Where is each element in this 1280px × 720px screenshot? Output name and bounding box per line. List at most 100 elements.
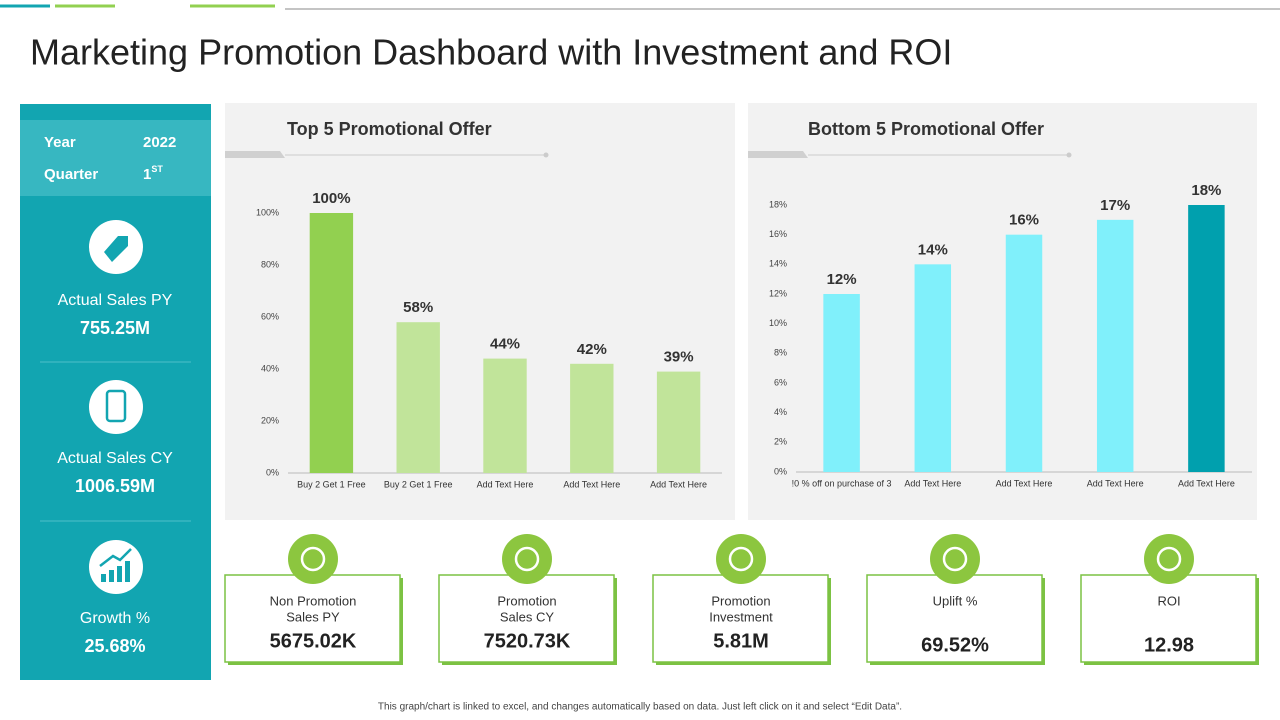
y-tick-label: 20%	[261, 415, 279, 425]
value-label: 42%	[577, 341, 607, 358]
icon	[101, 574, 106, 582]
kpi-icon	[300, 546, 326, 572]
decor	[1066, 152, 1072, 158]
x-tick-label: Add Text Here	[996, 478, 1053, 488]
kpi-value: 69.52%	[921, 634, 989, 656]
kpi-card	[438, 574, 615, 663]
charts: 0% 20% 40% 60% 80% 100% 100% Buy 2 Get 1 Free 58…	[256, 182, 1252, 489]
kpi-label: Sales CY	[500, 609, 555, 624]
kpi-label: ROI	[1157, 593, 1180, 608]
year-label: Year	[44, 134, 76, 151]
y-tick-label: 8%	[774, 348, 787, 358]
page-title: Marketing Promotion Dashboard with Inves…	[30, 32, 952, 73]
kpi-icon	[716, 534, 766, 584]
icon	[89, 380, 143, 434]
kpi-label: Non Promotion	[270, 593, 357, 608]
kpi-label: Promotion	[497, 593, 556, 608]
bar	[483, 358, 527, 473]
x-tick-label: Buy 2 Get 1 Free	[384, 479, 453, 489]
year: 2022	[143, 134, 176, 151]
kpi-value: 7520.73K	[484, 630, 571, 652]
y-tick-label: 80%	[261, 259, 279, 269]
decor	[225, 151, 285, 158]
bar	[1096, 219, 1134, 472]
metric-value: 25.68%	[84, 636, 145, 656]
x-tick-label: !0 % off on purchase of 3	[792, 478, 892, 488]
value-label: 44%	[490, 336, 520, 353]
icon	[125, 561, 130, 582]
kpi-icon	[942, 546, 968, 572]
value-label: 17%	[1100, 197, 1130, 214]
kpi-value: 5.81M	[713, 630, 769, 652]
metric-value: 755.25M	[80, 318, 150, 338]
y-tick-label: 2%	[774, 437, 787, 447]
bar	[570, 363, 614, 473]
y-tick-label: 18%	[769, 199, 787, 209]
quarter-suffix: ST	[151, 164, 163, 174]
bar	[914, 264, 952, 472]
y-tick-label: 12%	[769, 288, 787, 298]
decor	[748, 151, 808, 158]
kpi-icon	[930, 534, 980, 584]
footer-note: This graph/chart is linked to excel, and…	[378, 702, 902, 713]
quarter: 1ST	[143, 164, 163, 183]
chart-title: Top 5 Promotional Offer	[287, 119, 492, 139]
bar	[656, 371, 701, 473]
kpi-label: Investment	[709, 609, 773, 624]
icon	[105, 389, 127, 423]
metric-label: Actual Sales CY	[57, 450, 173, 467]
x-tick-label: Add Text Here	[904, 478, 961, 488]
kpi-icon	[288, 534, 338, 584]
kpi-icon	[514, 546, 540, 572]
y-tick-label: 100%	[256, 207, 279, 217]
kpi-label: Sales PY	[286, 609, 340, 624]
y-tick-label: 0%	[774, 466, 787, 476]
kpi-label: Uplift %	[933, 593, 978, 608]
y-tick-label: 10%	[769, 318, 787, 328]
value-label: 16%	[1009, 212, 1039, 229]
icon	[104, 236, 128, 262]
icon	[99, 548, 132, 567]
value-label: 100%	[312, 190, 350, 207]
y-tick-label: 6%	[774, 377, 787, 387]
y-tick-label: 4%	[774, 407, 787, 417]
kpi-icon	[502, 534, 552, 584]
metric-label: Actual Sales PY	[58, 292, 173, 309]
metric-label: Growth %	[80, 610, 150, 627]
quarter-label: Quarter	[44, 166, 98, 183]
kpi-label: Promotion	[711, 593, 770, 608]
value-label: 39%	[664, 349, 694, 366]
bar	[1005, 234, 1043, 472]
kpi-card	[1080, 574, 1257, 663]
kpi-value: 5675.02K	[270, 630, 357, 652]
kpi-icon	[1144, 534, 1194, 584]
x-tick-label: Add Text Here	[1087, 478, 1144, 488]
kpi-card	[866, 574, 1043, 663]
x-tick-label: Add Text Here	[650, 479, 707, 489]
bar	[1188, 205, 1225, 472]
value-label: 12%	[827, 271, 857, 288]
side-icons	[89, 220, 143, 594]
value-label: 18%	[1191, 182, 1221, 199]
bar	[823, 294, 860, 472]
value-label: 58%	[403, 299, 433, 316]
x-tick-label: Add Text Here	[477, 479, 534, 489]
kpi-icon	[728, 546, 754, 572]
x-tick-label: Add Text Here	[563, 479, 620, 489]
x-tick-label: Buy 2 Get 1 Free	[297, 479, 366, 489]
y-tick-label: 0%	[266, 467, 279, 477]
icon	[89, 540, 143, 594]
decor	[543, 152, 549, 158]
bar	[309, 213, 354, 473]
kpi-value: 12.98	[1144, 634, 1194, 656]
period-box	[20, 120, 211, 196]
metric-value: 1006.59M	[75, 476, 155, 496]
kpi-icon	[1156, 546, 1182, 572]
y-tick-label: 14%	[769, 259, 787, 269]
x-tick-label: Add Text Here	[1178, 478, 1235, 488]
y-tick-label: 16%	[769, 229, 787, 239]
quarter-number: 1	[143, 166, 151, 183]
y-tick-label: 60%	[261, 311, 279, 321]
